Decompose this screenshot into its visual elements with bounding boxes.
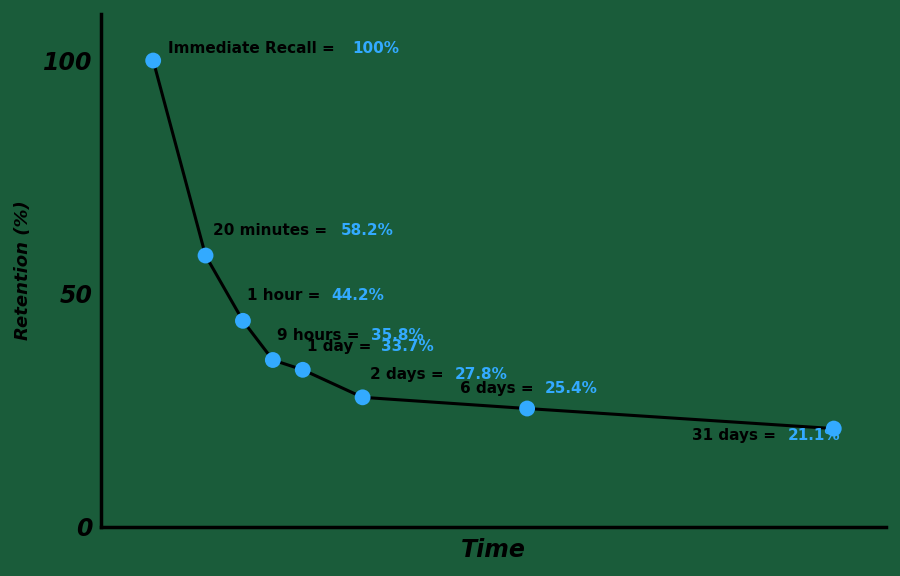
Text: 1 day =: 1 day =	[307, 339, 376, 354]
Text: 20 minutes =: 20 minutes =	[213, 223, 332, 238]
Point	[198, 251, 212, 260]
Text: 31 days =: 31 days =	[692, 428, 781, 443]
Point	[146, 56, 160, 65]
Text: 6 days =: 6 days =	[460, 381, 539, 396]
Text: 58.2%: 58.2%	[341, 223, 394, 238]
Text: 27.8%: 27.8%	[454, 367, 508, 382]
Text: 33.7%: 33.7%	[382, 339, 434, 354]
Point	[356, 393, 370, 402]
Text: Immediate Recall =: Immediate Recall =	[168, 41, 340, 56]
Text: 2 days =: 2 days =	[370, 367, 449, 382]
Y-axis label: Retention (%): Retention (%)	[14, 200, 32, 340]
Text: 9 hours =: 9 hours =	[276, 328, 365, 343]
Text: 44.2%: 44.2%	[331, 288, 384, 303]
Point	[236, 316, 250, 325]
Text: 100%: 100%	[353, 41, 400, 56]
Point	[826, 424, 841, 433]
Point	[295, 365, 310, 374]
Text: 25.4%: 25.4%	[544, 381, 598, 396]
Point	[520, 404, 535, 413]
Text: 1 hour =: 1 hour =	[247, 288, 325, 303]
Text: 21.1%: 21.1%	[788, 428, 840, 443]
Point	[266, 355, 280, 365]
Text: 35.8%: 35.8%	[371, 328, 424, 343]
X-axis label: Time: Time	[461, 538, 526, 562]
